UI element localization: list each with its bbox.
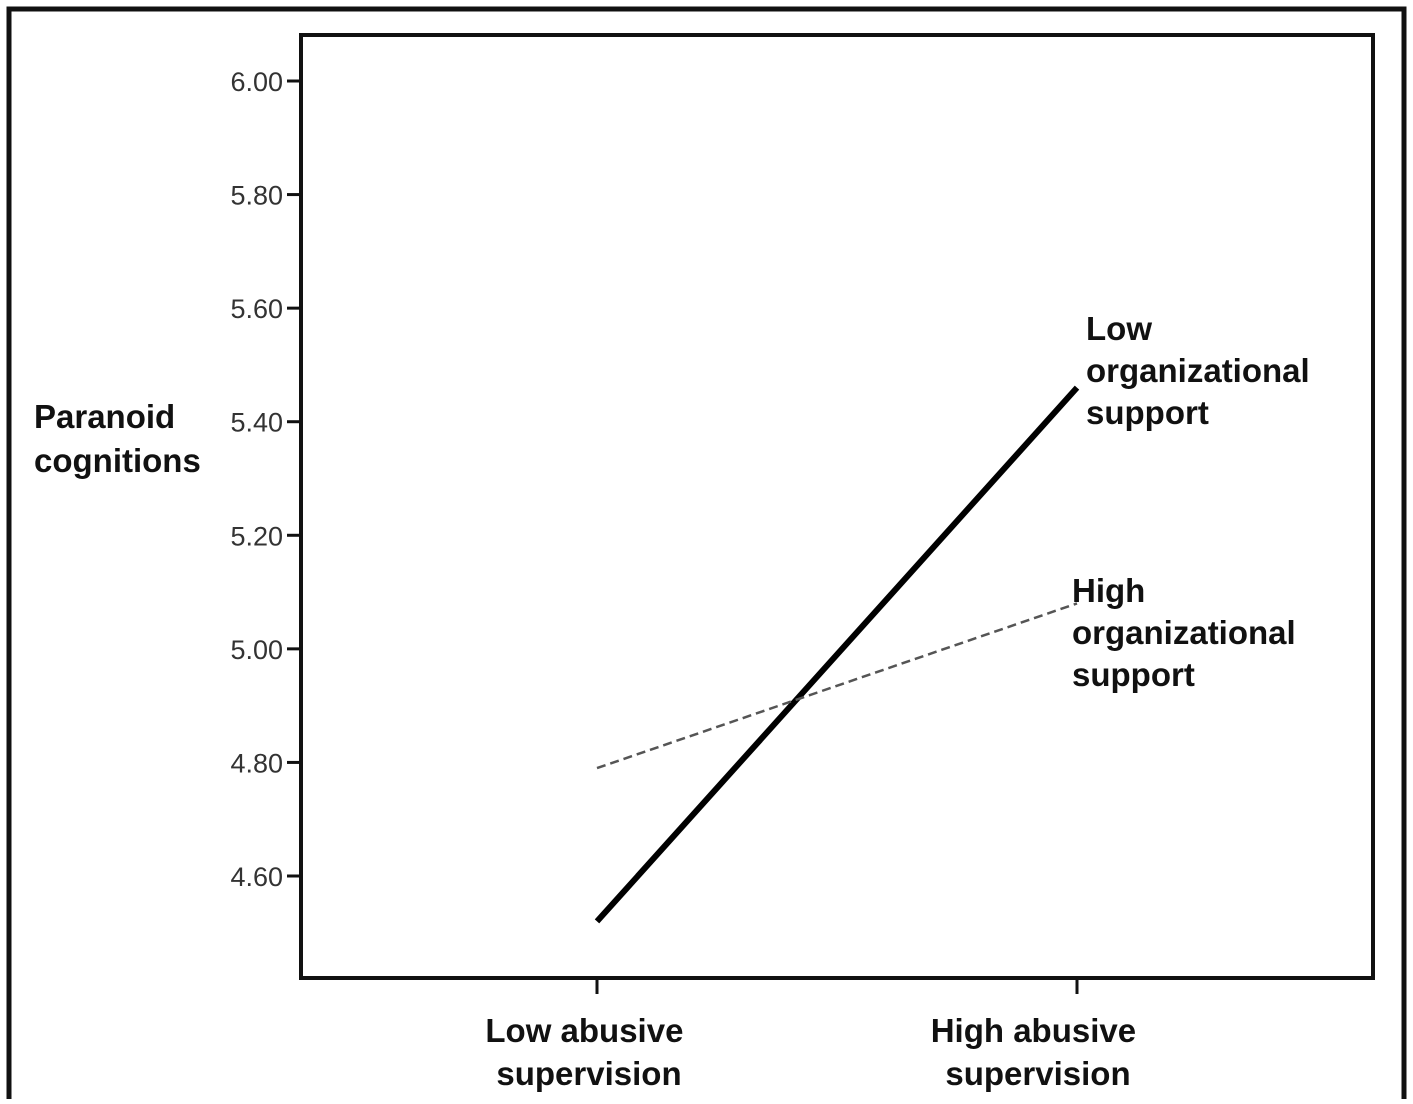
y-tick-label: 5.80 [230,181,283,211]
series-line-high-organizational-support [596,602,1078,770]
series-label-high-support-line-1: High [1072,572,1145,609]
x-category-label-high: High abusive supervision [931,1012,1146,1092]
x-axis-ticks [595,978,1079,994]
x-category-label-low: Low abusive supervision [485,1012,692,1092]
y-tick-label: 5.20 [230,521,283,551]
y-tick-label: 4.80 [230,748,283,778]
y-tick-label: 6.00 [230,67,283,97]
plot-area [299,33,1375,980]
series-label-high-support-line-3: support [1072,656,1195,693]
figure-border [6,6,1407,1104]
series-label-low-support: Low organizational support [1086,310,1319,431]
y-axis-ticks: 6.00 5.80 5.60 5.40 5.20 5.00 4.80 4.60 [230,67,301,892]
y-tick-label: 5.00 [230,635,283,665]
x-category-label-high-line-1: High abusive [931,1012,1136,1049]
y-axis-label: Paranoid cognitions [34,398,201,479]
series-lines [594,385,1080,924]
x-category-label-low-line-2: supervision [496,1055,681,1092]
series-label-high-support: High organizational support [1072,572,1305,693]
series-line-low-organizational-support [594,385,1080,924]
y-tick-label: 5.40 [230,408,283,438]
x-category-label-high-line-2: supervision [945,1055,1130,1092]
series-label-low-support-line-3: support [1086,394,1209,431]
series-label-high-support-line-2: organizational [1072,614,1296,651]
series-label-low-support-line-2: organizational [1086,352,1310,389]
y-axis-label-line-2: cognitions [34,442,201,479]
series-label-low-support-line-1: Low [1086,310,1152,347]
y-axis-label-line-1: Paranoid [34,398,175,435]
x-category-label-low-line-1: Low abusive [485,1012,683,1049]
y-tick-label: 5.60 [230,294,283,324]
y-tick-label: 4.60 [230,862,283,892]
